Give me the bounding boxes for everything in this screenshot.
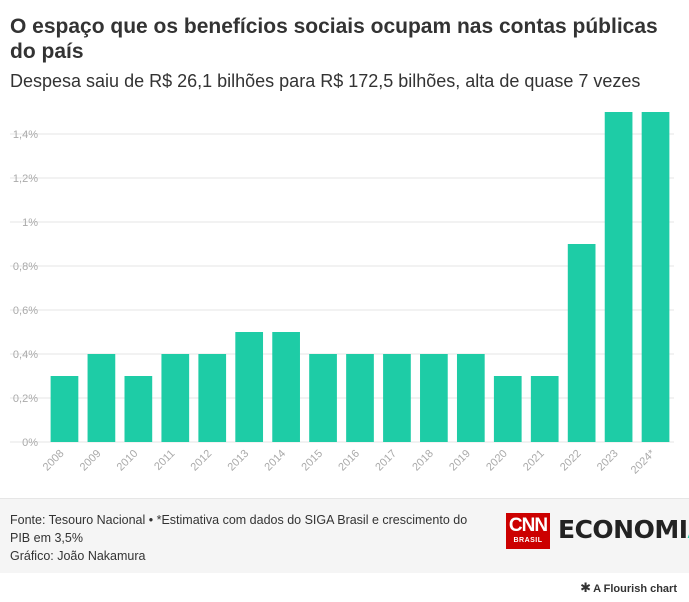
bar-2018[interactable] <box>420 354 448 442</box>
brasil-logo-text: BRASIL <box>513 537 543 544</box>
x-tick-label: 2011 <box>152 448 177 473</box>
economia-logo-accent: A <box>688 515 689 544</box>
y-tick-label: 1,2% <box>13 173 38 185</box>
x-tick-label: 2009 <box>78 448 104 474</box>
economia-logo: ECONOMIA <box>558 515 689 545</box>
x-tick-label: 2008 <box>41 448 67 474</box>
x-tick-label: 2019 <box>447 448 473 474</box>
bar-chart: 0% 0,2% 0,4% 0,6% 0,8% 1% 1,2% 1,4% 2008 2009 201… <box>10 112 674 476</box>
x-tick-label: 2012 <box>189 448 215 474</box>
bar-2015[interactable] <box>309 354 337 442</box>
x-tick-label: 2015 <box>299 448 325 474</box>
x-tick-label: 2022 <box>558 448 584 474</box>
y-axis-labels: 0% 0,2% 0,4% 0,6% 0,8% 1% 1,2% 1,4% <box>13 129 38 449</box>
x-tick-label: 2023 <box>595 448 621 474</box>
bar-2012[interactable] <box>198 354 227 442</box>
bar-2014[interactable] <box>272 332 300 442</box>
flourish-credit[interactable]: ✱ A Flourish chart <box>580 580 677 596</box>
bar-2021[interactable] <box>530 376 559 442</box>
x-tick-label: 2013 <box>225 448 251 474</box>
bar-2023[interactable] <box>604 112 633 442</box>
gridlines <box>10 133 674 443</box>
bar-2010[interactable] <box>124 376 153 442</box>
x-tick-label: 2020 <box>484 448 510 474</box>
bar-2019[interactable] <box>456 354 485 442</box>
x-tick-label: 2010 <box>115 448 141 474</box>
source-text: Fonte: Tesouro Nacional • *Estimativa co… <box>10 513 468 545</box>
y-tick-label: 0,4% <box>13 349 38 361</box>
bar-2013[interactable] <box>235 332 264 442</box>
y-tick-label: 0,2% <box>13 393 38 405</box>
bar-2009[interactable] <box>87 354 116 442</box>
x-tick-label: 2024* <box>629 447 658 476</box>
bar-2022[interactable] <box>567 244 596 442</box>
flourish-star-icon: ✱ <box>580 580 592 595</box>
y-tick-label: 1,4% <box>13 129 38 141</box>
x-axis-labels: 2008 2009 2010 2011 2012 2013 2014 2015 2016 2017… <box>41 447 658 476</box>
flourish-label: A Flourish chart <box>593 583 677 595</box>
cnn-logo-text: CNN <box>508 515 548 536</box>
footer: Fonte: Tesouro Nacional • *Estimativa co… <box>0 498 689 573</box>
y-tick-label: 1% <box>22 217 38 229</box>
bar-2011[interactable] <box>161 354 190 442</box>
x-tick-label: 2016 <box>336 448 362 474</box>
bars <box>50 112 670 442</box>
x-tick-label: 2018 <box>410 448 436 474</box>
economia-logo-main: ECONOMI <box>558 515 688 544</box>
source-note: Fonte: Tesouro Nacional • *Estimativa co… <box>10 511 490 565</box>
bar-2016[interactable] <box>346 354 374 442</box>
x-tick-label: 2021 <box>521 448 547 474</box>
y-tick-label: 0,8% <box>13 261 38 273</box>
cnn-brasil-logo: CNN BRASIL <box>506 513 550 549</box>
chart-subtitle: Despesa saiu de R$ 26,1 bilhões para R$ … <box>10 71 641 91</box>
bar-2024[interactable] <box>641 112 670 442</box>
bar-2008[interactable] <box>50 376 79 442</box>
bar-2017[interactable] <box>383 354 411 442</box>
x-tick-label: 2017 <box>373 448 399 474</box>
bar-2020[interactable] <box>493 376 522 442</box>
y-tick-label: 0% <box>22 437 38 449</box>
credit-text: Gráfico: João Nakamura <box>10 549 146 563</box>
chart-title: O espaço que os benefícios sociais ocupa… <box>10 15 658 63</box>
y-tick-label: 0,6% <box>13 305 38 317</box>
x-tick-label: 2014 <box>262 448 288 474</box>
